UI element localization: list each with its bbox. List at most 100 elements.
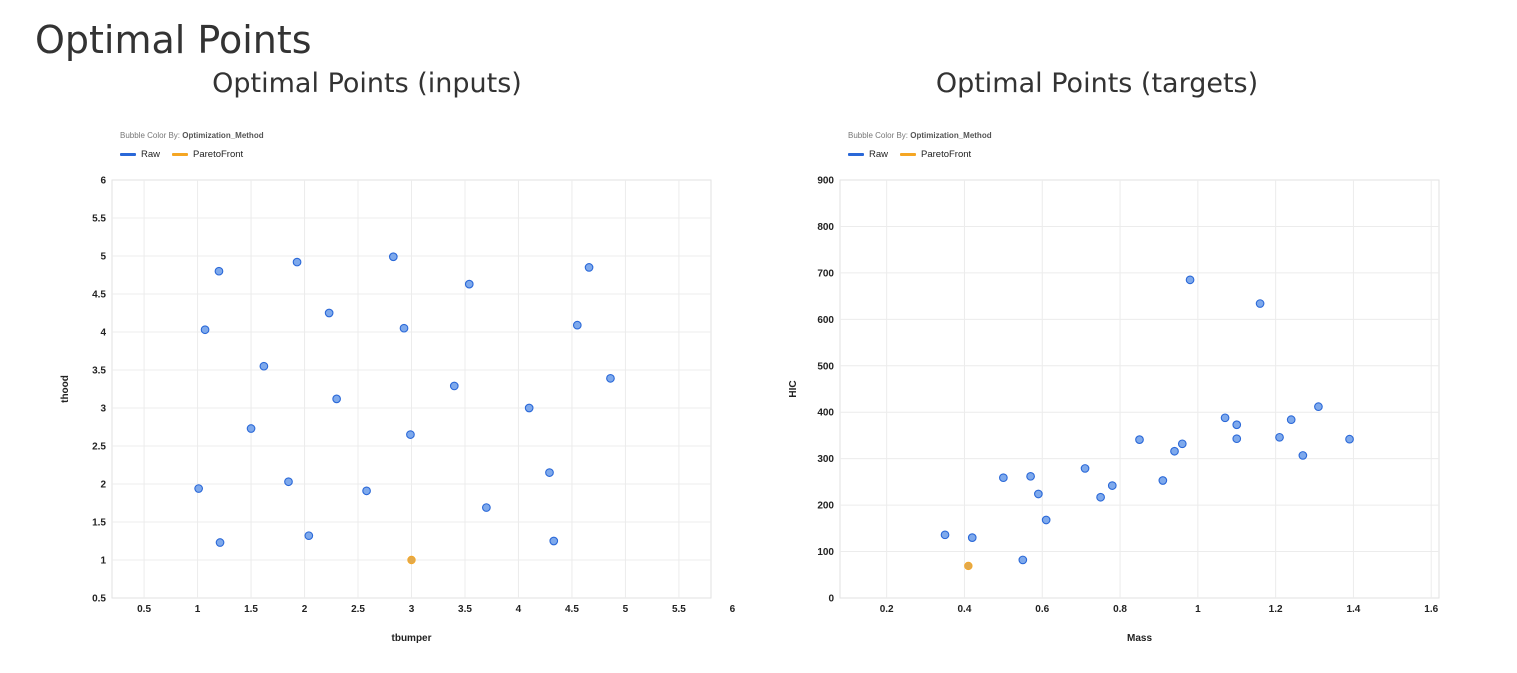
x-axis-label: Mass xyxy=(1127,633,1152,644)
data-point-raw[interactable] xyxy=(482,503,491,512)
legend-item-raw[interactable]: Raw xyxy=(120,149,160,160)
data-point-raw[interactable] xyxy=(1286,415,1296,425)
data-point-raw[interactable] xyxy=(246,424,256,433)
data-point-raw[interactable] xyxy=(292,257,302,267)
data-point-raw[interactable] xyxy=(1135,435,1144,444)
plot-area-frame xyxy=(839,179,1440,599)
data-point-raw[interactable] xyxy=(200,325,210,335)
data-point-raw[interactable] xyxy=(1232,434,1242,444)
legend-swatch-raw xyxy=(848,153,864,156)
data-point-raw[interactable] xyxy=(1220,413,1230,423)
data-point-raw[interactable] xyxy=(1255,299,1265,308)
legend-label: Raw xyxy=(141,149,161,160)
color-by-prefix: Bubble Color By: xyxy=(848,131,909,140)
data-point-raw[interactable] xyxy=(214,266,224,276)
data-point-raw[interactable] xyxy=(1018,555,1028,565)
chart-title: Optimal Points (targets) xyxy=(935,68,1259,99)
legend-item-raw[interactable]: Raw xyxy=(848,149,888,160)
legend-swatch-raw xyxy=(120,153,136,156)
y-tick-label: 6 xyxy=(100,176,106,187)
x-tick-label: 2.5 xyxy=(351,604,365,615)
x-tick-label: 0.8 xyxy=(1113,604,1127,615)
data-point-raw[interactable] xyxy=(1177,439,1187,449)
x-tick-label: 1 xyxy=(195,604,201,615)
data-point-raw[interactable] xyxy=(524,403,534,413)
data-point-raw[interactable] xyxy=(1185,275,1195,285)
legend: Raw ParetoFront xyxy=(848,149,971,160)
data-point-raw[interactable] xyxy=(324,308,334,318)
y-tick-label: 1.5 xyxy=(92,518,106,529)
data-point-raw[interactable] xyxy=(1232,420,1242,430)
color-by-field[interactable]: Optimization_Method xyxy=(910,131,992,140)
data-point-raw[interactable] xyxy=(1041,515,1051,525)
data-point-raw[interactable] xyxy=(545,468,554,477)
data-point-raw[interactable] xyxy=(362,486,371,496)
x-tick-label: 5.5 xyxy=(672,604,686,615)
data-point-raw[interactable] xyxy=(464,279,474,289)
y-tick-label: 800 xyxy=(817,222,834,233)
x-tick-label: 0.6 xyxy=(1035,604,1049,615)
data-point-raw[interactable] xyxy=(215,538,225,547)
y-tick-label: 100 xyxy=(817,547,834,558)
chart-panel-inputs: Optimal Points (inputs) Bubble Color By:… xyxy=(0,60,740,660)
data-point-raw[interactable] xyxy=(399,323,409,333)
data-point-raw[interactable] xyxy=(999,473,1008,483)
data-point-raw[interactable] xyxy=(1298,451,1308,460)
x-tick-label: 0.4 xyxy=(958,604,972,615)
x-tick-label: 4 xyxy=(516,604,522,615)
data-point-raw[interactable] xyxy=(1080,464,1090,473)
data-point-raw[interactable] xyxy=(606,374,615,383)
legend-swatch-paretofront xyxy=(172,153,189,156)
data-point-raw[interactable] xyxy=(572,320,582,330)
data-point-raw[interactable] xyxy=(449,381,459,391)
legend-item-paretofront[interactable]: ParetoFront xyxy=(900,149,971,160)
x-tick-label: 1.6 xyxy=(1424,604,1438,615)
data-point-raw[interactable] xyxy=(549,536,559,546)
x-tick-label: 6 xyxy=(730,604,736,615)
data-point-raw[interactable] xyxy=(1026,471,1035,481)
data-point-raw[interactable] xyxy=(1275,432,1284,442)
color-by-field[interactable]: Optimization_Method xyxy=(182,131,264,140)
data-point-paretofront[interactable] xyxy=(964,561,973,571)
x-tick-label: 1 xyxy=(1195,604,1201,615)
data-point-raw[interactable] xyxy=(1345,434,1354,444)
y-tick-label: 2 xyxy=(100,480,106,491)
data-point-raw[interactable] xyxy=(388,252,398,262)
x-tick-label: 3.5 xyxy=(458,604,472,615)
x-tick-label: 3 xyxy=(409,604,415,615)
legend-item-paretofront[interactable]: ParetoFront xyxy=(172,149,243,160)
x-tick-label: 1.5 xyxy=(244,604,258,615)
x-tick-label: 2 xyxy=(302,604,308,615)
data-point-raw[interactable] xyxy=(1034,489,1043,499)
y-tick-label: 1 xyxy=(100,556,106,567)
data-point-raw[interactable] xyxy=(259,361,269,371)
data-point-raw[interactable] xyxy=(967,533,977,542)
y-tick-label: 600 xyxy=(817,315,834,326)
x-axis-label: tbumper xyxy=(392,633,432,644)
y-tick-label: 2.5 xyxy=(92,442,106,453)
page-title: Optimal Points xyxy=(35,18,312,62)
data-point-raw[interactable] xyxy=(1314,402,1323,411)
data-point-raw[interactable] xyxy=(1170,446,1179,456)
data-point-raw[interactable] xyxy=(940,530,950,540)
data-point-raw[interactable] xyxy=(284,477,293,487)
data-point-raw[interactable] xyxy=(1107,481,1117,490)
data-point-raw[interactable] xyxy=(332,394,341,404)
color-by-prefix: Bubble Color By: xyxy=(120,131,181,140)
data-point-raw[interactable] xyxy=(1096,492,1105,502)
y-tick-label: 300 xyxy=(817,454,834,465)
scatter-plot-targets: 0.2 0.4 0.6 0.8 1 1.2 1.4 1.6 0 100 200 300 400 500 60… xyxy=(788,176,1440,644)
y-tick-label: 0 xyxy=(828,594,834,605)
data-point-raw[interactable] xyxy=(584,263,594,272)
y-tick-label: 4 xyxy=(100,328,106,339)
data-point-raw[interactable] xyxy=(194,484,203,493)
data-point-paretofront[interactable] xyxy=(407,555,416,565)
x-tick-label: 0.5 xyxy=(137,604,151,615)
data-point-raw[interactable] xyxy=(406,430,415,439)
legend-label: ParetoFront xyxy=(921,149,972,160)
y-tick-label: 0.5 xyxy=(92,594,106,605)
data-point-raw[interactable] xyxy=(304,531,314,541)
y-tick-label: 500 xyxy=(817,361,834,372)
data-point-raw[interactable] xyxy=(1158,476,1168,485)
x-tick-label: 4.5 xyxy=(565,604,579,615)
